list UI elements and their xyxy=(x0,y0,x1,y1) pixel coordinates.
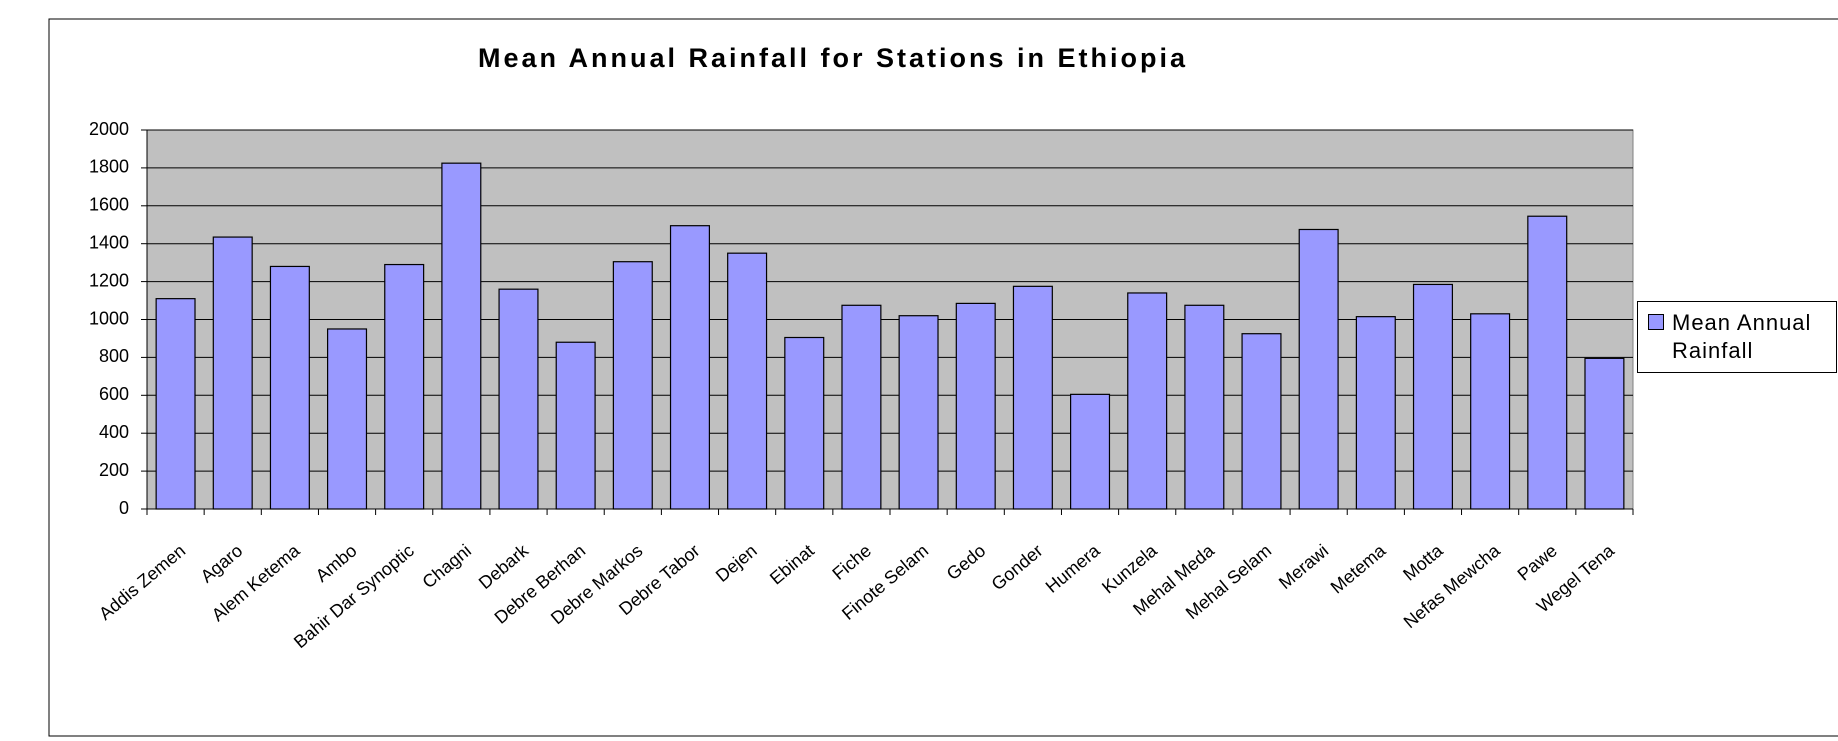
bar xyxy=(1298,228,1339,510)
bar xyxy=(555,341,596,510)
bar xyxy=(784,336,825,510)
y-tick-label: 1400 xyxy=(89,232,129,252)
bar xyxy=(727,252,768,510)
bar xyxy=(155,298,196,510)
legend-swatch xyxy=(1648,314,1664,330)
bar xyxy=(384,263,425,510)
y-tick-label: 200 xyxy=(99,460,129,480)
bar xyxy=(1412,283,1453,510)
legend: Mean Annual Rainfall xyxy=(1637,301,1837,373)
y-tick-label: 1800 xyxy=(89,157,129,177)
bar xyxy=(898,315,939,510)
legend-label: Mean Annual Rainfall xyxy=(1672,310,1812,363)
y-tick-label: 2000 xyxy=(89,119,129,139)
bar xyxy=(1527,215,1568,510)
y-tick-label: 800 xyxy=(99,346,129,366)
y-tick-label: 0 xyxy=(119,498,129,518)
bar xyxy=(1470,313,1511,510)
bar xyxy=(269,265,310,510)
bar xyxy=(498,288,539,510)
y-tick-label: 600 xyxy=(99,384,129,404)
bar xyxy=(327,328,368,510)
bar xyxy=(669,225,710,510)
chart-title: Mean Annual Rainfall for Stations in Eth… xyxy=(478,43,1188,73)
bar xyxy=(1012,285,1053,510)
y-tick-label: 1600 xyxy=(89,195,129,215)
bar xyxy=(1127,292,1168,510)
bar xyxy=(841,304,882,510)
bar xyxy=(1070,393,1111,510)
bar xyxy=(1355,316,1396,510)
bar xyxy=(1184,304,1225,510)
bar xyxy=(212,236,253,510)
bar xyxy=(612,261,653,510)
bar xyxy=(441,162,482,510)
bar xyxy=(1241,333,1282,510)
y-tick-label: 400 xyxy=(99,422,129,442)
bar xyxy=(955,302,996,510)
y-tick-label: 1200 xyxy=(89,270,129,290)
y-tick-label: 1000 xyxy=(89,308,129,328)
bar xyxy=(1584,357,1625,510)
